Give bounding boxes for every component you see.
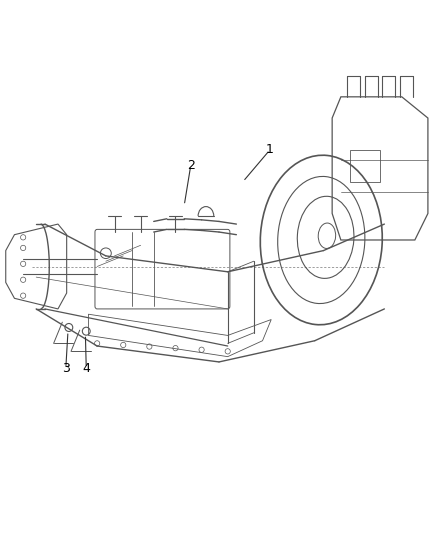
Text: 2: 2 (187, 159, 194, 172)
Text: 4: 4 (82, 362, 90, 375)
Text: 3: 3 (62, 362, 70, 375)
Text: 1: 1 (266, 143, 274, 156)
